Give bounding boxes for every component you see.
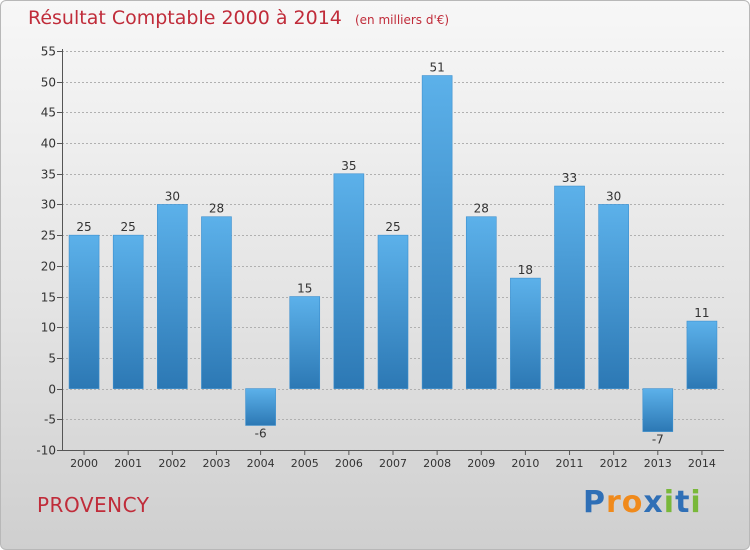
y-tick-label: 0 — [48, 383, 56, 397]
bars — [68, 75, 718, 432]
bar — [68, 234, 100, 389]
data-label: 30 — [606, 189, 621, 203]
bar — [112, 234, 144, 389]
y-tick-label: 40 — [41, 137, 56, 151]
axes: -10 -5 0 5 10 15 20 25 30 35 40 45 50 55 2000 2001 2002 2… — [36, 45, 724, 470]
x-tick-label: 2012 — [600, 457, 628, 470]
logo-letter: i — [690, 485, 702, 520]
data-label: 28 — [474, 202, 489, 216]
logo-letter: o — [621, 485, 644, 520]
logo-letter: x — [643, 485, 664, 520]
bar — [157, 204, 188, 389]
y-tick-label: -5 — [44, 413, 56, 427]
x-tick-label: 2001 — [114, 457, 142, 470]
y-tick-label: 20 — [41, 260, 56, 274]
data-label: 30 — [165, 189, 180, 203]
bar — [289, 296, 321, 389]
data-label: 25 — [76, 220, 91, 234]
x-tick-label: 2002 — [158, 457, 186, 470]
x-tick-label: 2009 — [467, 457, 495, 470]
data-label: 28 — [209, 202, 224, 216]
y-tick-label: 25 — [41, 229, 56, 243]
bar — [598, 204, 629, 389]
x-tick-label: 2008 — [423, 457, 451, 470]
logo-letter: r — [606, 485, 622, 520]
data-label: 11 — [694, 306, 709, 320]
x-tick-label: 2004 — [247, 457, 275, 470]
bar — [510, 277, 541, 389]
data-label: -7 — [652, 433, 664, 447]
x-tick-label: 2005 — [291, 457, 319, 470]
x-tick-label: 2014 — [688, 457, 716, 470]
proxiti-logo: Proxiti — [583, 485, 702, 520]
data-label: 18 — [518, 263, 533, 277]
y-tick-label: -10 — [36, 444, 56, 458]
data-labels: 25 25 30 28 -6 15 35 25 51 28 18 33 30 -7 11 — [76, 61, 709, 447]
data-label: 25 — [121, 220, 136, 234]
y-tick-label: 15 — [41, 291, 56, 305]
x-tick-label: 2000 — [70, 457, 98, 470]
data-label: 35 — [341, 159, 356, 173]
data-label: 51 — [429, 61, 444, 75]
y-tick-label: 50 — [41, 76, 56, 90]
chart-unit: (en milliers d'€) — [354, 13, 450, 27]
chart-title: Résultat Comptable 2000 à 2014 (en milli… — [28, 7, 449, 29]
x-tick-label: 2011 — [556, 457, 584, 470]
x-tick-label: 2007 — [379, 457, 407, 470]
data-label: -6 — [255, 426, 267, 440]
chart-title-text: Résultat Comptable 2000 à 2014 — [28, 7, 342, 29]
logo-letter: t — [675, 485, 691, 520]
town-name: PROVENCY — [37, 493, 150, 517]
x-tick-label: 2003 — [202, 457, 230, 470]
bar — [245, 388, 276, 426]
y-tick-label: 45 — [41, 106, 56, 120]
y-tick-label: 5 — [48, 352, 56, 366]
bar — [465, 216, 497, 389]
x-tick-label: 2006 — [335, 457, 363, 470]
data-label: 15 — [297, 282, 312, 296]
data-label: 25 — [385, 220, 400, 234]
logo-letter: P — [583, 485, 606, 520]
bar — [377, 234, 409, 389]
bar — [201, 216, 232, 389]
x-tick-label: 2013 — [644, 457, 672, 470]
bar — [421, 75, 453, 389]
logo-letter: i — [663, 485, 676, 520]
y-tick-label: 55 — [41, 45, 56, 59]
bar — [642, 388, 674, 432]
bar — [554, 185, 585, 389]
data-label: 33 — [562, 171, 577, 185]
x-tick-label: 2010 — [511, 457, 539, 470]
y-tick-label: 10 — [41, 321, 56, 335]
bar — [333, 173, 365, 389]
y-tick-label: 35 — [41, 168, 56, 182]
y-tick-label: 30 — [41, 198, 56, 212]
bar — [686, 320, 718, 389]
